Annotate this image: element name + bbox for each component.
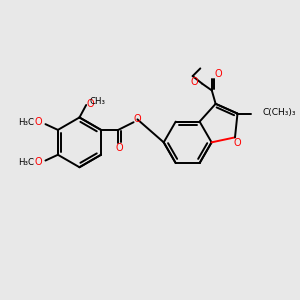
Text: O: O: [215, 69, 222, 79]
Text: O: O: [34, 158, 42, 167]
Text: CH₃: CH₃: [90, 97, 106, 106]
Text: H₃C: H₃C: [18, 118, 34, 127]
Text: C(CH₃)₃: C(CH₃)₃: [262, 108, 296, 117]
Text: O: O: [86, 99, 94, 109]
Text: O: O: [191, 77, 198, 87]
Text: O: O: [34, 117, 42, 127]
Text: O: O: [134, 114, 141, 124]
Text: O: O: [116, 143, 123, 153]
Text: H₃C: H₃C: [18, 158, 34, 167]
Text: O: O: [233, 138, 241, 148]
